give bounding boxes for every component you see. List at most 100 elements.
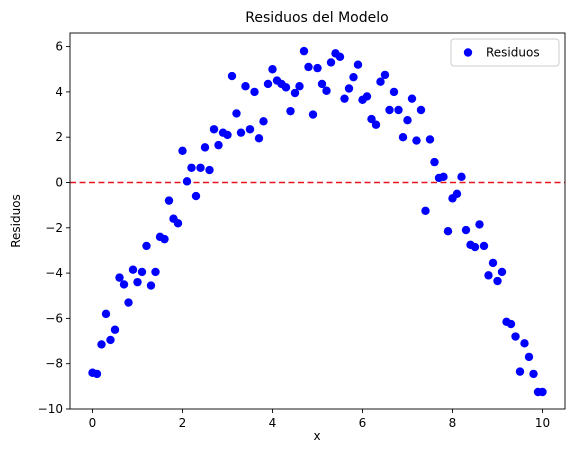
residual-point (106, 336, 114, 344)
legend-label: Residuos (486, 46, 540, 60)
residual-point (529, 370, 537, 378)
residual-point (475, 220, 483, 228)
residual-point (520, 339, 528, 347)
residual-point (174, 219, 182, 227)
x-tick-label: 2 (179, 416, 187, 430)
residual-point (412, 136, 420, 144)
residual-point (471, 243, 479, 251)
data-points-layer (88, 47, 546, 396)
residual-point (313, 64, 321, 72)
residual-point (484, 271, 492, 279)
residual-point (228, 72, 236, 80)
residual-point (538, 388, 546, 396)
residual-point (498, 268, 506, 276)
x-tick-label: 0 (89, 416, 97, 430)
residual-point (408, 94, 416, 102)
residual-point (426, 135, 434, 143)
residual-point (268, 65, 276, 73)
residual-point (430, 158, 438, 166)
residual-point (147, 281, 155, 289)
y-tick-label: −4 (45, 266, 63, 280)
residual-point (403, 116, 411, 124)
y-tick-label: 2 (55, 130, 63, 144)
x-tick-label: 6 (359, 416, 367, 430)
y-axis-label: Residuos (9, 194, 23, 248)
residual-point (282, 83, 290, 91)
residual-point (480, 242, 488, 250)
x-tick-label: 4 (269, 416, 277, 430)
residual-point (309, 110, 317, 118)
residual-point (214, 141, 222, 149)
residual-point (286, 107, 294, 115)
residual-point (264, 80, 272, 88)
residual-point (232, 109, 240, 117)
plot-frame (70, 33, 565, 409)
residual-point (417, 106, 425, 114)
residual-point (210, 125, 218, 133)
y-tick-label: −6 (45, 311, 63, 325)
residual-point (489, 259, 497, 267)
residual-point (381, 71, 389, 79)
residual-point (340, 94, 348, 102)
residual-point (178, 147, 186, 155)
residual-point (304, 63, 312, 71)
x-tick-label: 10 (535, 416, 550, 430)
y-tick-label: 6 (55, 40, 63, 54)
residual-point (345, 84, 353, 92)
residual-point (102, 310, 110, 318)
residual-point (421, 207, 429, 215)
residual-point (394, 106, 402, 114)
y-tick-label: −8 (45, 357, 63, 371)
y-tick-label: 4 (55, 85, 63, 99)
residual-point (457, 173, 465, 181)
x-axis-label: x (313, 429, 320, 443)
residual-point (237, 128, 245, 136)
residual-point (183, 177, 191, 185)
residual-point (241, 82, 249, 90)
residual-point (142, 242, 150, 250)
residual-point (165, 196, 173, 204)
residual-point (399, 133, 407, 141)
residual-point (138, 268, 146, 276)
residual-point (124, 298, 132, 306)
residual-point (349, 73, 357, 81)
residual-point (160, 235, 168, 243)
residual-point (507, 320, 515, 328)
residual-point (201, 143, 209, 151)
residual-point (250, 88, 258, 96)
residual-point (192, 192, 200, 200)
residual-point (385, 106, 393, 114)
legend: Residuos (451, 39, 559, 66)
residual-point (462, 226, 470, 234)
residual-point (525, 353, 533, 361)
y-tick-label: −2 (45, 221, 63, 235)
residual-point (151, 268, 159, 276)
residual-point (111, 326, 119, 334)
residual-point (322, 87, 330, 95)
residual-point (439, 173, 447, 181)
residual-point (255, 134, 263, 142)
residual-point (453, 190, 461, 198)
residual-point (493, 277, 501, 285)
residual-point (129, 265, 137, 273)
residual-point (354, 61, 362, 69)
residual-point (93, 370, 101, 378)
residual-point (133, 278, 141, 286)
residual-point (363, 92, 371, 100)
residual-point (390, 88, 398, 96)
y-tick-label: 0 (55, 175, 63, 189)
residual-point (120, 280, 128, 288)
residual-point (372, 121, 380, 129)
residual-point (300, 47, 308, 55)
residual-point (444, 227, 452, 235)
residual-point (259, 117, 267, 125)
residual-point (246, 125, 254, 133)
legend-marker (464, 48, 472, 56)
residual-point (187, 164, 195, 172)
residual-point (205, 166, 213, 174)
residual-point (516, 367, 524, 375)
chart-title: Residuos del Modelo (245, 10, 388, 26)
residual-point (336, 53, 344, 61)
axes-layer: 0 2 4 6 8 10 −10 −8 −6 −4 −2 0 2 4 6 (38, 33, 565, 430)
